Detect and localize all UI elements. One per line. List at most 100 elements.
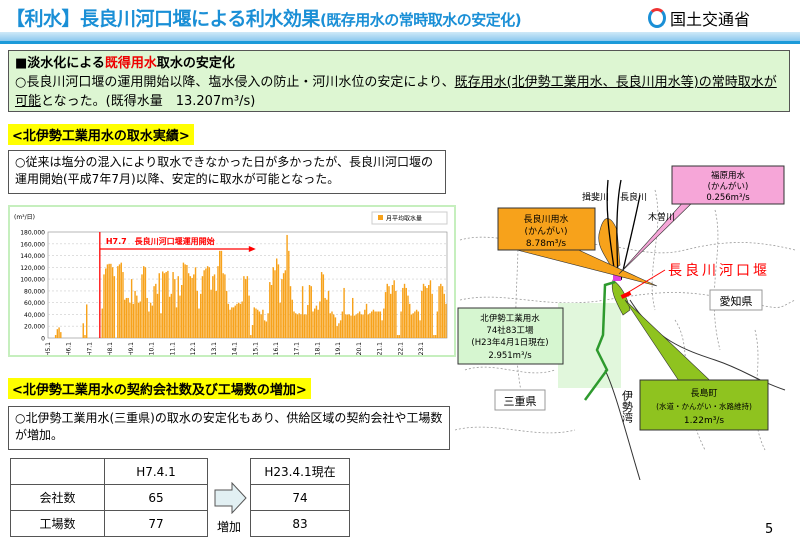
section2-text: ○北伊勢工業用水(三重県)の取水の安定化もあり、供給区域の契約会社や工場数が増加…: [8, 406, 450, 450]
bar: [440, 283, 442, 338]
bar: [208, 267, 211, 338]
bar: [414, 311, 416, 338]
bar: [127, 297, 129, 338]
bar: [174, 279, 176, 338]
y-tick-label: 100,000: [20, 277, 45, 284]
bar: [148, 311, 150, 338]
nagashima-callout-pointer: [624, 299, 721, 391]
intake-chart: 180,000 160,000 140,000 120,000 100,000 80,00…: [8, 205, 456, 360]
bar: [308, 285, 311, 338]
annotation-arrowhead-icon: [248, 246, 256, 252]
bar: [383, 308, 385, 338]
svg-text:1.22m³/s: 1.22m³/s: [684, 416, 724, 426]
bar: [101, 308, 103, 338]
bar: [293, 311, 295, 338]
bar: [231, 307, 233, 338]
bar: [168, 296, 171, 338]
bar: [307, 305, 309, 338]
bar: [371, 311, 373, 338]
bar: [343, 287, 345, 338]
bar: [170, 293, 173, 338]
ministry-logo: 国土交通省: [648, 6, 750, 30]
header-stripe: [0, 32, 800, 44]
x-tick-label: H13.1: [211, 342, 218, 355]
summary-body: ○長良川河口堰の運用開始以降、塩水侵入の防止・河川水位の安定により、既存用水(北…: [15, 75, 777, 109]
bar: [353, 315, 356, 338]
table-row: 工場数 77: [10, 510, 209, 537]
intake-chart-svg: 180,000 160,000 140,000 120,000 100,000 80,00…: [14, 211, 448, 360]
bar: [217, 266, 219, 338]
bar: [274, 270, 276, 338]
section2-label: <北伊勢工業用水の契約会社数及び工場数の増加>: [8, 378, 311, 399]
svg-text:愛知県: 愛知県: [720, 294, 753, 308]
bar: [206, 266, 209, 338]
bar: [270, 285, 273, 338]
bar: [219, 250, 221, 338]
bar: [177, 276, 179, 338]
table-row: 74: [250, 484, 350, 511]
y-tick-label: 60,000: [24, 300, 45, 307]
section1-label: <北伊勢工業用水の取水実績>: [8, 124, 194, 145]
bar: [277, 264, 280, 338]
x-tick-label: H17.1: [294, 342, 301, 355]
bar: [191, 277, 193, 338]
x-tick-label: H15.1: [252, 342, 259, 355]
bar: [265, 321, 268, 338]
increase-arrow-icon: [214, 482, 247, 514]
bar: [388, 286, 390, 338]
table-row: 83: [250, 510, 350, 537]
bar: [167, 270, 169, 338]
bar: [186, 264, 188, 338]
x-tick-label: H21.1: [377, 342, 384, 355]
bar: [327, 290, 330, 338]
bar: [203, 270, 205, 338]
svg-text:三重県: 三重県: [504, 394, 537, 408]
bar: [175, 307, 178, 338]
bar: [272, 267, 274, 338]
bar: [212, 276, 214, 338]
bar: [358, 311, 361, 338]
bar: [155, 283, 157, 338]
bar: [426, 287, 428, 338]
bar: [320, 272, 323, 338]
y-tick-label: 20,000: [24, 324, 45, 331]
bar: [312, 311, 314, 338]
page-title: 【利水】長良川河口堰による利水効果(既存用水の常時取水の安定化): [6, 8, 522, 30]
ise-bay-label: 伊勢湾: [621, 390, 634, 424]
bar: [436, 311, 439, 338]
bar: [260, 314, 262, 338]
y-tick-label: 40,000: [24, 312, 45, 319]
bar: [355, 314, 357, 338]
bar: [322, 274, 325, 338]
bar: [110, 263, 112, 338]
bar: [239, 303, 242, 338]
bar: [172, 272, 174, 338]
bar: [303, 314, 306, 338]
bar: [284, 270, 287, 338]
bar: [410, 314, 413, 338]
bar: [205, 268, 207, 338]
x-tick-label: H9.1: [128, 342, 135, 355]
bar: [222, 273, 224, 338]
bar: [267, 313, 269, 338]
bar: [225, 290, 228, 338]
col-header-after: H23.4.1現在: [250, 458, 350, 485]
bar: [367, 314, 369, 338]
page-number: 5: [765, 522, 774, 537]
x-tick-label: H16.1: [273, 342, 280, 355]
bar: [296, 314, 299, 338]
bar: [295, 313, 297, 338]
bar: [314, 308, 316, 338]
kitaise-supply-area: [558, 303, 621, 388]
x-tick-label: H12.1: [190, 342, 197, 355]
bar: [139, 301, 141, 338]
bar: [248, 295, 250, 338]
bar: [194, 267, 197, 338]
bar: [130, 279, 133, 338]
bar: [393, 280, 395, 338]
bar: [196, 290, 198, 338]
bar: [333, 314, 335, 338]
bar: [298, 313, 300, 338]
svg-text:(H23年4月1日現在): (H23年4月1日現在): [471, 337, 548, 348]
svg-text:2.951m³/s: 2.951m³/s: [488, 351, 532, 361]
